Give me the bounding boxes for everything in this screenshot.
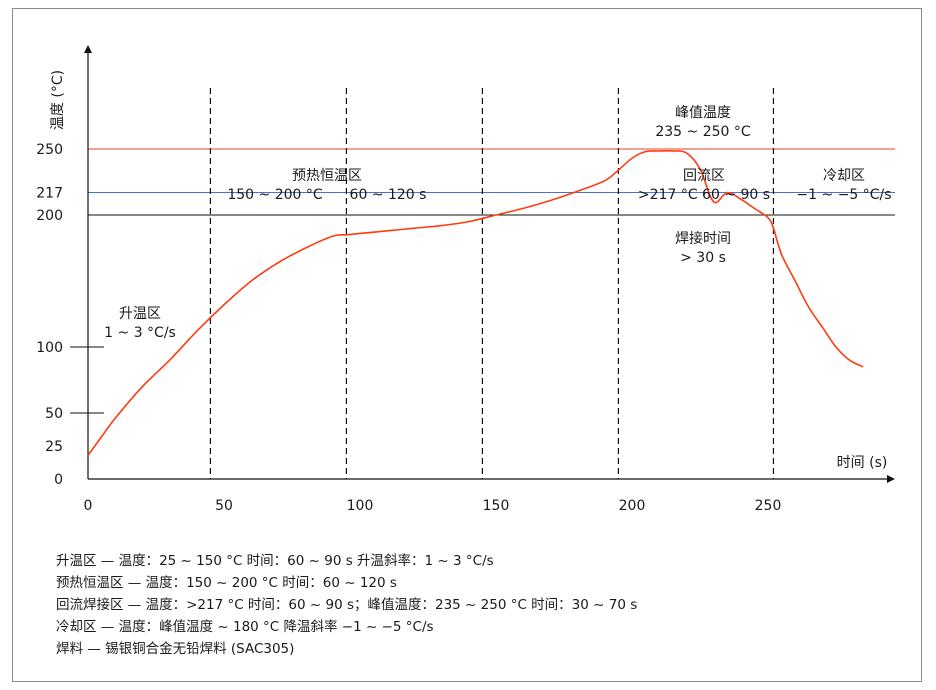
- annotation-cool-1: −1 ~ −5 °C/s: [796, 187, 891, 203]
- y-tick-label-0: 0: [54, 472, 63, 488]
- legend-line-2: 回流焊接区 — 温度：>217 °C 时间：60 ~ 90 s；峰值温度：235…: [56, 597, 638, 613]
- legend-line-1: 预热恒温区 — 温度：150 ~ 200 °C 时间：60 ~ 120 s: [56, 575, 397, 591]
- annotation-soak-title: 预热恒温区: [292, 168, 362, 184]
- legend: 升温区 — 温度：25 ~ 150 °C 时间：60 ~ 90 s 升温斜率：1…: [56, 550, 637, 660]
- x-tick-label-200: 200: [619, 498, 646, 514]
- y-tick-label-217: 217: [36, 186, 63, 202]
- x-tick-label-50: 50: [215, 498, 233, 514]
- x-tick-label-100: 100: [347, 498, 374, 514]
- legend-line-4: 焊料 — 锡银铜合金无铅焊料 (SAC305): [56, 641, 295, 657]
- annotation-solder-1: > 30 s: [680, 250, 726, 266]
- y-axis-arrow: [84, 45, 92, 53]
- annotation-reflow-0: 回流区: [683, 168, 725, 184]
- annotation-peak-0: 峰值温度: [675, 105, 731, 121]
- y-tick-label-250: 250: [36, 142, 63, 158]
- y-tick-label-50: 50: [45, 406, 63, 422]
- x-tick-label-0: 0: [84, 498, 93, 514]
- y-tick-label-100: 100: [36, 340, 63, 356]
- x-axis-label: 时间 (s): [837, 455, 888, 471]
- x-axis-arrow: [887, 475, 895, 483]
- y-axis-label: 温度 (°C): [50, 70, 66, 130]
- reflow-profile-chart: 0 50 100 150 200 250 0 25 50 100 200 217 250 温度 (°C)…: [36, 45, 895, 514]
- legend-line-3: 冷却区 — 温度：峰值温度 ~ 180 °C 降温斜率 −1 ~ −5 °C/s: [56, 619, 434, 635]
- annotation-soak-time: 60 ~ 120 s: [350, 187, 427, 203]
- annotation-reflow-1: >217 °C 60 ~ 90 s: [638, 187, 770, 203]
- annotation-ramp-1: 1 ~ 3 °C/s: [104, 325, 176, 341]
- annotation-solder-0: 焊接时间: [675, 230, 731, 247]
- annotation-soak-temp: 150 ~ 200 °C: [227, 187, 323, 203]
- annotation-ramp-0: 升温区: [119, 306, 161, 322]
- temperature-curve: [87, 150, 864, 456]
- legend-line-0: 升温区 — 温度：25 ~ 150 °C 时间：60 ~ 90 s 升温斜率：1…: [56, 553, 494, 569]
- y-tick-label-25: 25: [45, 439, 63, 455]
- x-tick-label-250: 250: [755, 498, 782, 514]
- annotation-cool-0: 冷却区: [823, 168, 865, 184]
- x-tick-label-150: 150: [483, 498, 510, 514]
- y-tick-label-200: 200: [36, 208, 63, 224]
- chart-frame: [12, 8, 922, 682]
- annotation-peak-1: 235 ~ 250 °C: [655, 124, 751, 140]
